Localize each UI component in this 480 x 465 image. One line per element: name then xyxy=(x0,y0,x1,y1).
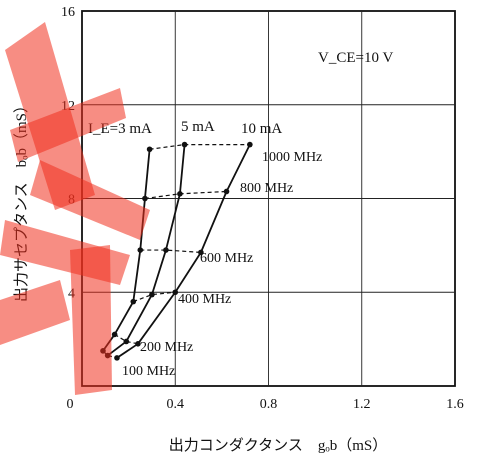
series-label: 5 mA xyxy=(181,119,215,135)
frequency-label: 200 MHz xyxy=(140,340,193,355)
data-point xyxy=(114,355,120,361)
annotation-vce: V_CE=10 V xyxy=(318,50,393,66)
data-point xyxy=(135,341,141,347)
data-point xyxy=(111,331,118,338)
frequency-label: 600 MHz xyxy=(200,251,253,266)
data-point xyxy=(137,247,144,253)
frequency-line-2 xyxy=(133,291,176,303)
y-axis-label: 出力サセプタンス bₒb（mS） xyxy=(13,98,30,302)
frequency-line-4 xyxy=(144,190,227,200)
series-line-2 xyxy=(116,144,251,359)
data-point xyxy=(149,291,155,298)
data-point xyxy=(130,298,137,305)
data-point xyxy=(181,141,188,148)
series-label: 10 mA xyxy=(241,121,282,137)
series-label: I_E=3 mA xyxy=(88,121,152,137)
frequency-label: 400 MHz xyxy=(178,292,231,307)
frequency-line-1 xyxy=(114,333,139,345)
tick-labels: 0 0.4 0.8 1.2 1.6 4 8 12 16 xyxy=(61,5,464,412)
x-tick-label: 0 xyxy=(67,397,74,412)
frequency-label: 1000 MHz xyxy=(262,150,322,165)
y-tick-label: 12 xyxy=(61,99,75,114)
data-point xyxy=(177,191,183,197)
x-tick-label: 0.4 xyxy=(167,397,185,412)
data-point xyxy=(142,195,148,202)
frequency-label: 100 MHz xyxy=(122,364,175,379)
data-point xyxy=(198,249,204,256)
grid xyxy=(82,11,455,386)
frequency-line-5 xyxy=(149,143,250,150)
y-tick-label: 4 xyxy=(68,286,75,301)
frequency-line-3 xyxy=(140,249,201,254)
data-point xyxy=(172,289,179,296)
data-point xyxy=(163,247,169,253)
data-point xyxy=(104,352,111,359)
x-tick-label: 1.2 xyxy=(353,397,371,412)
frequency-label: 800 MHz xyxy=(240,181,293,196)
series-line-1 xyxy=(107,144,186,357)
data-point xyxy=(100,348,106,354)
data-point xyxy=(146,146,153,153)
x-axis-label: 出力コンダクタンス gₒb（mS） xyxy=(169,437,387,454)
x-tick-label: 0.8 xyxy=(260,397,278,412)
data-point xyxy=(247,141,253,148)
y-tick-label: 16 xyxy=(61,5,75,20)
data-point xyxy=(123,338,130,345)
y-tick-label: 8 xyxy=(68,193,75,208)
x-tick-label: 1.6 xyxy=(446,397,464,412)
data-point xyxy=(223,188,230,195)
